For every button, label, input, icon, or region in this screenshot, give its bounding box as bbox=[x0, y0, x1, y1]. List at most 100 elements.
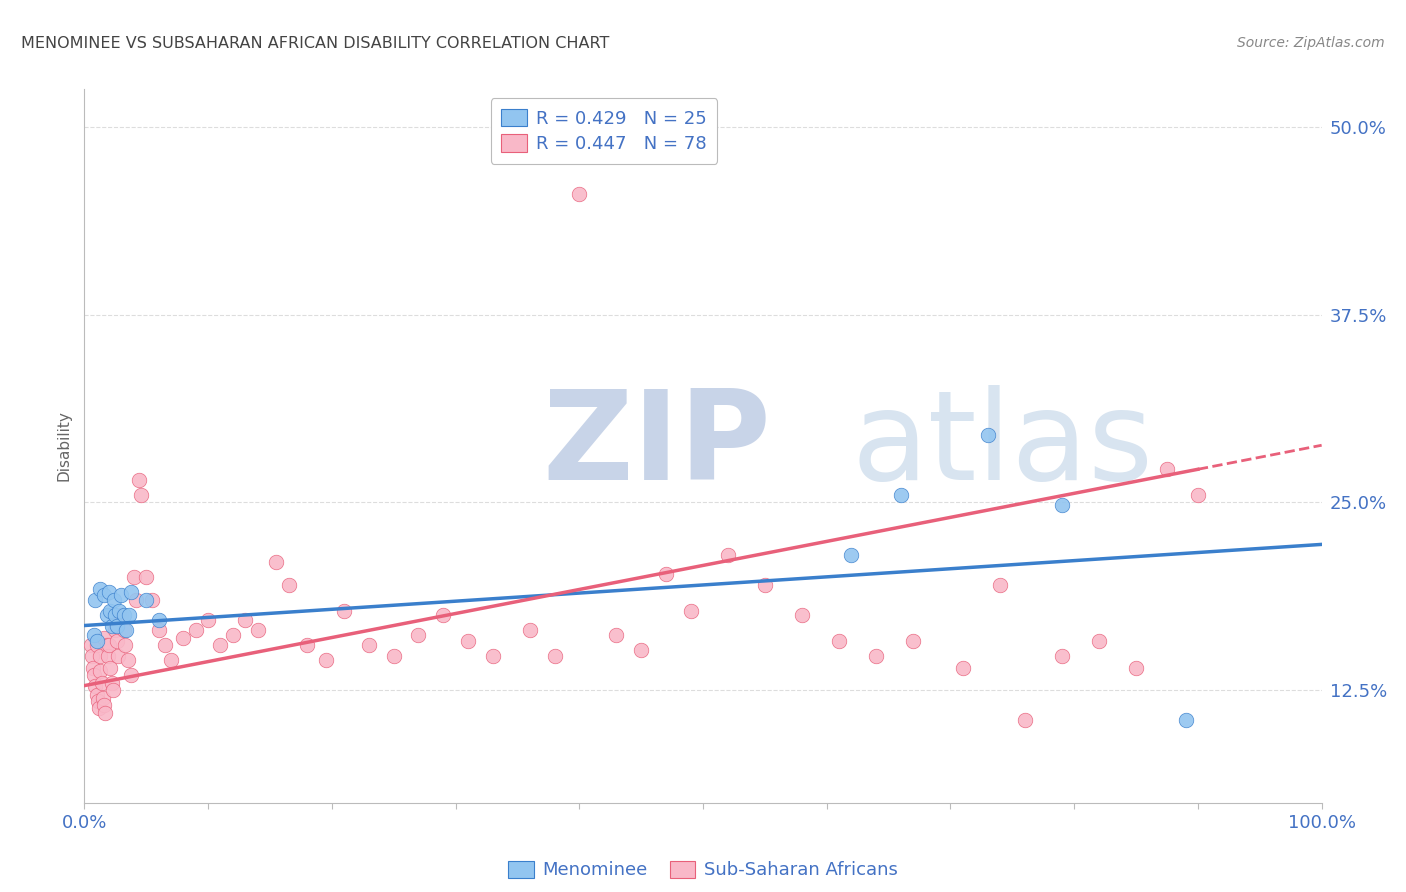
Point bbox=[105, 618, 128, 632]
Point bbox=[1050, 499, 1073, 513]
Point bbox=[96, 638, 118, 652]
Point bbox=[605, 627, 627, 641]
Text: MENOMINEE VS SUBSAHARAN AFRICAN DISABILITY CORRELATION CHART: MENOMINEE VS SUBSAHARAN AFRICAN DISABILI… bbox=[21, 36, 609, 51]
Point bbox=[841, 548, 863, 562]
Point bbox=[233, 613, 256, 627]
Point bbox=[120, 585, 142, 599]
Point bbox=[128, 473, 150, 487]
Point bbox=[519, 623, 541, 637]
Point bbox=[828, 633, 851, 648]
Point bbox=[630, 642, 652, 657]
Point bbox=[295, 638, 318, 652]
Point bbox=[1187, 488, 1209, 502]
Point bbox=[153, 638, 176, 652]
Point bbox=[87, 693, 110, 707]
Point bbox=[125, 593, 148, 607]
Point bbox=[890, 488, 912, 502]
Point bbox=[101, 683, 124, 698]
Point bbox=[98, 603, 121, 617]
Point bbox=[1088, 633, 1111, 648]
Point bbox=[90, 675, 112, 690]
Point bbox=[1050, 648, 1073, 663]
Point bbox=[104, 623, 127, 637]
Point bbox=[135, 570, 157, 584]
Point bbox=[83, 668, 105, 682]
Point bbox=[84, 593, 107, 607]
Point bbox=[481, 648, 503, 663]
Point bbox=[160, 653, 183, 667]
Point bbox=[108, 603, 131, 617]
Point bbox=[1156, 462, 1178, 476]
Point bbox=[172, 631, 194, 645]
Point bbox=[86, 633, 108, 648]
Point bbox=[382, 648, 405, 663]
Point bbox=[112, 623, 135, 637]
Point bbox=[117, 653, 139, 667]
Point bbox=[184, 623, 207, 637]
Y-axis label: Disability: Disability bbox=[56, 410, 72, 482]
Point bbox=[104, 607, 127, 622]
Legend: Menominee, Sub-Saharan Africans: Menominee, Sub-Saharan Africans bbox=[501, 854, 905, 887]
Point bbox=[976, 427, 998, 442]
Point bbox=[98, 638, 121, 652]
Point bbox=[89, 664, 111, 678]
Point bbox=[1174, 713, 1197, 727]
Point bbox=[82, 660, 104, 674]
Point bbox=[120, 668, 142, 682]
Point bbox=[89, 582, 111, 597]
Point bbox=[107, 648, 129, 663]
Point bbox=[197, 613, 219, 627]
Point bbox=[83, 627, 105, 641]
Point bbox=[97, 648, 120, 663]
Point bbox=[100, 675, 122, 690]
Point bbox=[790, 607, 813, 622]
Point bbox=[110, 589, 132, 603]
Point bbox=[141, 593, 163, 607]
Point bbox=[148, 613, 170, 627]
Text: Source: ZipAtlas.com: Source: ZipAtlas.com bbox=[1237, 36, 1385, 50]
Point bbox=[148, 623, 170, 637]
Point bbox=[103, 593, 125, 607]
Point bbox=[84, 679, 107, 693]
Point bbox=[129, 488, 152, 502]
Point bbox=[135, 593, 157, 607]
Point bbox=[86, 688, 108, 702]
Point bbox=[754, 578, 776, 592]
Point bbox=[222, 627, 245, 641]
Point bbox=[115, 623, 138, 637]
Point bbox=[89, 648, 111, 663]
Point bbox=[93, 589, 115, 603]
Point bbox=[114, 638, 136, 652]
Point bbox=[86, 638, 108, 652]
Point bbox=[315, 653, 337, 667]
Point bbox=[118, 607, 141, 622]
Point bbox=[96, 607, 118, 622]
Point bbox=[110, 607, 132, 622]
Point bbox=[408, 627, 430, 641]
Point bbox=[568, 187, 591, 202]
Text: atlas: atlas bbox=[852, 385, 1153, 507]
Point bbox=[333, 603, 356, 617]
Point bbox=[903, 633, 925, 648]
Point bbox=[89, 701, 111, 715]
Point bbox=[122, 570, 145, 584]
Point bbox=[1125, 660, 1147, 674]
Point bbox=[264, 556, 287, 570]
Point bbox=[98, 660, 121, 674]
Point bbox=[357, 638, 380, 652]
Point bbox=[952, 660, 974, 674]
Point bbox=[865, 648, 887, 663]
Point bbox=[432, 607, 454, 622]
Point bbox=[717, 548, 740, 562]
Point bbox=[105, 633, 128, 648]
Point bbox=[100, 618, 122, 632]
Point bbox=[93, 631, 115, 645]
Point bbox=[80, 648, 103, 663]
Point bbox=[1014, 713, 1036, 727]
Text: ZIP: ZIP bbox=[543, 385, 770, 507]
Point bbox=[93, 698, 115, 713]
Point bbox=[655, 567, 678, 582]
Point bbox=[988, 578, 1011, 592]
Point bbox=[91, 690, 114, 705]
Point bbox=[679, 603, 702, 617]
